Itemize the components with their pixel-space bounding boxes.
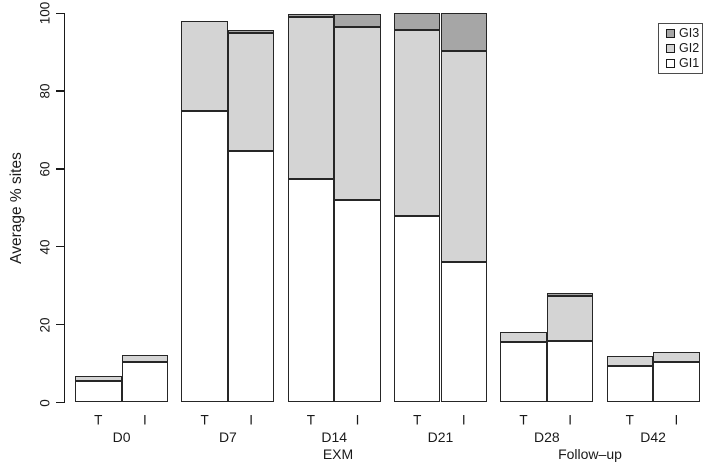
bar-segment-gi2-d0-t <box>75 376 122 382</box>
bar-segment-gi2-d42-t <box>606 355 654 366</box>
bar-segment-gi3-d7-i <box>227 29 275 33</box>
y-tick-mark <box>55 168 64 170</box>
y-axis-line <box>63 12 65 404</box>
bar-segment-gi1-d7-i <box>227 151 275 403</box>
legend-swatch-gi2 <box>666 44 675 53</box>
bar-segment-gi2-d28-i <box>546 296 594 342</box>
bar-segment-gi2-d7-i <box>227 32 275 152</box>
y-tick-label: 40 <box>37 239 53 255</box>
legend-item-gi3: GI3 <box>666 27 702 41</box>
bar-label-t-d0: T <box>94 412 103 428</box>
bar-segment-gi1-d21-i <box>440 262 488 403</box>
bar-segment-gi1-d7-t <box>181 110 228 403</box>
bar-label-i-d28: I <box>568 412 572 428</box>
bar-segment-gi3-d21-i <box>440 13 488 51</box>
y-tick-label: 0 <box>37 398 53 407</box>
bar-segment-gi1-d42-t <box>606 365 654 403</box>
category-label-d21: D21 <box>427 428 454 445</box>
legend-label-gi3: GI3 <box>679 26 700 41</box>
period-label-follow-up: Follow–up <box>558 446 622 462</box>
bar-segment-gi2-d21-t <box>393 29 441 216</box>
legend-swatch-gi3 <box>666 29 675 38</box>
y-tick-label: 100 <box>37 1 53 25</box>
bar-segment-gi2-d0-i <box>121 354 169 362</box>
bar-segment-gi1-d21-t <box>393 215 441 403</box>
bar-label-t-d14: T <box>306 412 316 428</box>
y-tick-label: 20 <box>37 317 53 333</box>
bar-segment-gi1-d28-t <box>500 342 547 403</box>
legend-item-gi2: GI2 <box>666 42 702 56</box>
category-label-d28: D28 <box>533 428 560 445</box>
bar-label-t-d42: T <box>625 412 634 428</box>
bar-segment-gi3-d14-t <box>287 13 335 18</box>
bar-segment-gi1-d42-i <box>653 362 700 403</box>
category-label-d14: D14 <box>321 428 348 445</box>
bar-label-i-d0: I <box>143 412 147 428</box>
bar-segment-gi3-d28-i <box>546 293 594 297</box>
y-tick-mark <box>55 246 64 248</box>
bar-segment-gi2-d28-t <box>500 332 547 343</box>
bar-segment-gi2-d14-t <box>287 17 335 179</box>
bar-segment-gi2-d14-i <box>334 26 381 201</box>
category-label-d42: D42 <box>640 428 666 445</box>
bar-label-i-d14: I <box>355 412 360 428</box>
y-tick-mark <box>55 90 64 92</box>
category-label-d0: D0 <box>112 428 131 445</box>
bar-segment-gi2-d42-i <box>653 352 700 362</box>
legend-swatch-gi1 <box>666 59 675 68</box>
y-axis-title: Average % sites <box>8 152 25 264</box>
bar-label-t-d21: T <box>413 412 422 428</box>
y-tick-mark <box>55 401 64 404</box>
bar-segment-gi2-d21-i <box>440 50 488 263</box>
bar-label-i-d7: I <box>249 412 254 428</box>
bar-label-t-d7: T <box>200 412 209 428</box>
bar-segment-gi3-d21-t <box>393 13 441 30</box>
legend-label-gi1: GI1 <box>679 56 700 71</box>
bar-segment-gi1-d0-i <box>121 362 169 403</box>
bar-label-t-d28: T <box>519 412 528 428</box>
category-label-d7: D7 <box>218 428 237 445</box>
bar-label-i-d42: I <box>674 412 679 428</box>
bar-segment-gi1-d28-i <box>546 341 594 403</box>
bar-label-i-d21: I <box>461 412 466 428</box>
y-tick-label: 80 <box>37 83 53 99</box>
bar-segment-gi1-d14-i <box>334 200 381 403</box>
bar-segment-gi1-d0-t <box>75 381 122 403</box>
y-tick-mark <box>55 12 64 14</box>
y-tick-mark <box>55 324 64 326</box>
period-label-exm: EXM <box>322 446 354 462</box>
y-tick-label: 60 <box>37 161 53 177</box>
bar-segment-gi1-d14-t <box>287 178 335 403</box>
bar-segment-gi2-d7-t <box>181 20 228 111</box>
legend-item-gi1: GI1 <box>666 57 702 71</box>
legend-label-gi2: GI2 <box>679 41 700 56</box>
legend: GI3 GI2 GI1 <box>658 23 703 74</box>
bar-segment-gi3-d14-i <box>334 13 381 27</box>
